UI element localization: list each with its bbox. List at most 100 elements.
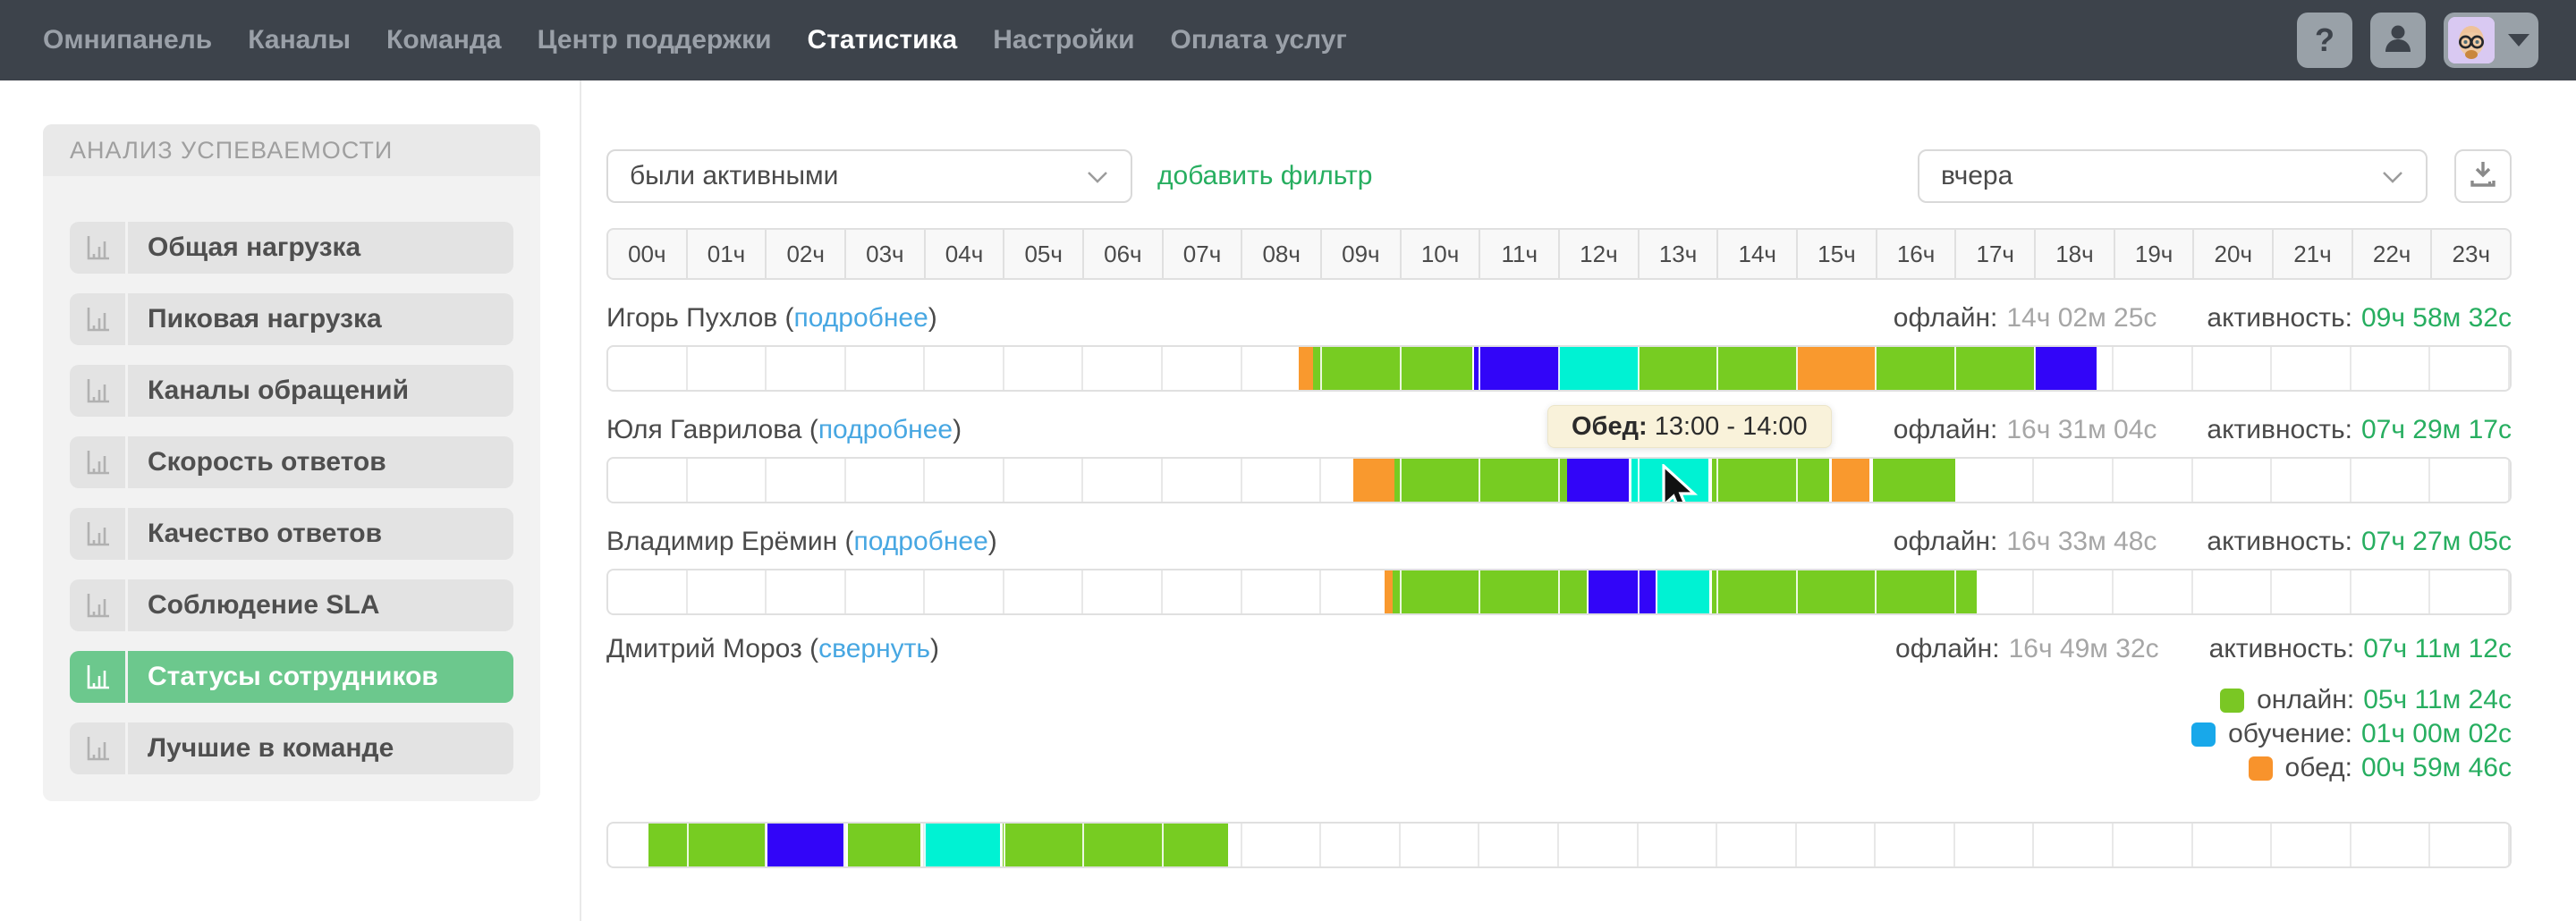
sidebar-item-label: Каналы обращений [128, 365, 513, 417]
timeline-cell [1321, 824, 1401, 866]
status-segment-green[interactable] [1313, 347, 1472, 390]
sidebar-item-divider [125, 651, 128, 703]
status-segment-green[interactable] [1876, 347, 2035, 390]
status-segment-green[interactable] [1003, 824, 1228, 866]
sidebar-item-label: Соблюдение SLA [128, 579, 513, 631]
status-segment-green[interactable] [1711, 570, 1977, 613]
sidebar-item-3[interactable]: Каналы обращений [70, 365, 513, 417]
sidebar-item-5[interactable]: Качество ответов [70, 508, 513, 560]
nav-item-3[interactable]: Команда [386, 25, 502, 55]
hour-header-cell: 13ч [1640, 230, 1719, 278]
timeline-cell [608, 347, 688, 390]
status-segment-green[interactable] [1638, 347, 1797, 390]
status-segment-orange[interactable] [1385, 570, 1393, 613]
status-segment-orange[interactable] [1796, 347, 1877, 390]
status-segment-blue[interactable] [1588, 570, 1657, 613]
timeline-cell [1004, 459, 1084, 502]
status-segment-green[interactable] [847, 824, 920, 866]
sidebar-item-6[interactable]: Соблюдение SLA [70, 579, 513, 631]
timeline-cell [1004, 347, 1084, 390]
details-link[interactable]: подробнее [853, 527, 988, 556]
legend-label: онлайн: [2257, 685, 2355, 714]
timeline-cell [1955, 570, 2035, 613]
activity-label: активность: [2207, 527, 2352, 556]
status-segment-green[interactable] [648, 824, 765, 866]
legend-color-swatch [2248, 756, 2273, 781]
hour-separator [1558, 347, 1560, 390]
hour-header-cell: 00ч [608, 230, 688, 278]
timeline-bar[interactable] [606, 822, 2512, 868]
sidebar-item-divider [125, 579, 128, 631]
hour-separator [1479, 459, 1481, 502]
status-segment-green[interactable] [1392, 570, 1587, 613]
hour-header-cell: 11ч [1480, 230, 1561, 278]
timeline-bar[interactable] [606, 457, 2512, 503]
nav-item-1[interactable]: Омнипанель [43, 25, 213, 55]
hour-header-cell: 01ч [688, 230, 767, 278]
nav-item-2[interactable]: Каналы [248, 25, 352, 55]
status-segment-green[interactable] [1711, 459, 1830, 502]
status-segment-blue[interactable] [1566, 459, 1629, 502]
nav-item-7[interactable]: Оплата услуг [1170, 25, 1347, 55]
hour-header-cell: 09ч [1322, 230, 1402, 278]
timeline-cell [2430, 570, 2510, 613]
status-segment-cyan[interactable] [924, 824, 1000, 866]
status-segment-cyan[interactable] [1657, 570, 1710, 613]
details-link[interactable]: подробнее [818, 415, 953, 444]
details-link[interactable]: подробнее [793, 303, 928, 333]
help-button[interactable]: ? [2297, 13, 2352, 68]
hour-header-cell: 22ч [2353, 230, 2433, 278]
employee-name: Юля Гаврилова (подробнее) [606, 415, 962, 444]
status-segment-blue[interactable] [2034, 347, 2097, 390]
timeline-cell [767, 824, 846, 866]
chevron-down-icon [2381, 161, 2404, 191]
status-segment-orange[interactable] [1299, 347, 1314, 390]
timeline-cell [2351, 824, 2431, 866]
status-segment-orange[interactable] [1831, 459, 1870, 502]
download-report-button[interactable] [2454, 149, 2512, 203]
legend-label: обед: [2284, 753, 2352, 782]
sidebar-item-4[interactable]: Скорость ответов [70, 436, 513, 488]
collapse-link[interactable]: свернуть [818, 634, 931, 663]
timeline-cell [2193, 459, 2273, 502]
status-segment-green[interactable] [1872, 459, 1955, 502]
status-segment-blue[interactable] [767, 824, 844, 866]
profile-menu-button[interactable] [2444, 13, 2538, 68]
status-segment-orange[interactable] [1352, 459, 1394, 502]
nav-item-6[interactable]: Настройки [993, 25, 1135, 55]
account-button[interactable] [2370, 13, 2426, 68]
status-segment-green[interactable] [1394, 459, 1567, 502]
hour-separator [1399, 570, 1402, 613]
timeline-bar[interactable] [606, 345, 2512, 392]
period-filter-select[interactable]: вчера [1918, 149, 2428, 203]
legend-value: 00ч 59м 46с [2360, 753, 2512, 782]
sidebar-item-7[interactable]: Статусы сотрудников [70, 651, 513, 703]
timeline-cell [1955, 824, 2035, 866]
sidebar-item-8[interactable]: Лучшие в команде [70, 722, 513, 774]
avatar [2448, 17, 2495, 63]
sidebar-item-1[interactable]: Общая нагрузка [70, 222, 513, 274]
nav-item-5[interactable]: Статистика [807, 25, 958, 55]
add-filter-link[interactable]: добавить фильтр [1157, 161, 1373, 190]
sidebar-item-2[interactable]: Пиковая нагрузка [70, 293, 513, 345]
timeline-cell [1083, 570, 1164, 613]
timeline-bar[interactable] [606, 569, 2512, 615]
status-segment-blue[interactable] [1474, 347, 1559, 390]
timeline-cell [925, 570, 1004, 613]
timeline-cell [2114, 824, 2193, 866]
hour-separator [1637, 570, 1640, 613]
hour-header-cell: 17ч [1956, 230, 2037, 278]
status-segment-cyan[interactable] [1631, 459, 1709, 502]
timeline-cell [1163, 347, 1242, 390]
activity-filter-select[interactable]: были активными [606, 149, 1132, 203]
sidebar-item-label: Лучшие в команде [128, 722, 513, 774]
bar-chart-icon [70, 508, 125, 560]
hour-separator [844, 824, 847, 866]
legend-row: онлайн: 05ч 11м 24с [606, 683, 2512, 717]
period-filter-value: вчера [1941, 161, 2013, 190]
tooltip-label: Обед: [1572, 412, 1648, 441]
activity-value: 09ч 58м 32с [2360, 303, 2512, 333]
nav-item-4[interactable]: Центр поддержки [537, 25, 772, 55]
employee-block: Игорь Пухлов (подробнее) офлайн: 14ч 02м 2… [606, 300, 2512, 392]
status-segment-cyan[interactable] [1559, 347, 1639, 390]
